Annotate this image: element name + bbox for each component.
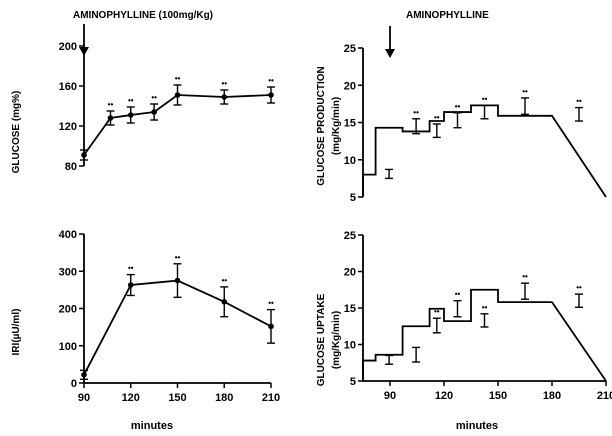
iri-panel: IRI(µU/ml) 0 100 200 300 400 90 120 150 180 210 •… — [11, 229, 280, 432]
glucose-production-significance-mark: •• — [413, 108, 419, 117]
glucose-series: •• •• •• •• •• •• — [80, 74, 275, 161]
glucose-significance-mark: •• — [268, 76, 274, 85]
iri-x-tick-label: 90 — [78, 392, 90, 404]
iri-x-tick-label: 210 — [262, 392, 280, 404]
glucose-uptake-x-tick-label: 150 — [489, 390, 507, 402]
glucose-production-y-axis-units: (mg/Kg/min) — [331, 97, 342, 155]
glucose-panel: AMINOPHYLLINE (100mg/Kg) GLUCOSE (mg%) 8… — [11, 10, 275, 173]
glucose-uptake-significance-mark: •• — [522, 272, 528, 281]
iri-y-tick-label: 0 — [71, 378, 77, 390]
glucose-uptake-series: •• •• •• •• •• — [362, 272, 607, 382]
glucose-uptake-y-tick-label: 5 — [350, 376, 356, 388]
glucose-production-significance-mark: •• — [576, 97, 582, 106]
glucose-uptake-y-axis-label: GLUCOSE UPTAKE — [316, 293, 327, 386]
glucose-production-y-tick-label: 15 — [344, 118, 356, 130]
glucose-significance-mark: •• — [221, 79, 227, 88]
iri-data-point — [268, 323, 274, 330]
aminophylline-arrow-right — [385, 26, 395, 58]
iri-data-point — [81, 372, 87, 378]
glucose-uptake-significance-mark: •• — [576, 283, 582, 292]
glucose-uptake-x-axis-label: minutes — [456, 420, 498, 432]
iri-y-tick-label: 400 — [59, 229, 77, 241]
aminophylline-arrow-right-head — [385, 49, 395, 58]
glucose-production-significance-mark: •• — [455, 102, 461, 111]
glucose-y-tick-label: 200 — [59, 41, 77, 53]
glucose-axes: 80 120 160 200 — [59, 41, 85, 173]
iri-series: •• •• •• •• — [80, 253, 275, 380]
iri-y-tick-label: 200 — [59, 304, 77, 316]
glucose-production-y-tick-label: 20 — [344, 80, 356, 92]
glucose-y-axis-label: GLUCOSE (mg%) — [11, 91, 22, 174]
glucose-production-significance-mark: •• — [522, 87, 528, 96]
glucose-uptake-significance-mark: •• — [455, 290, 461, 299]
glucose-data-point — [221, 94, 228, 100]
glucose-data-point — [107, 115, 114, 121]
glucose-uptake-y-tick-label: 25 — [344, 230, 356, 242]
glucose-significance-mark: •• — [151, 93, 157, 102]
glucose-production-y-tick-label: 25 — [344, 43, 356, 55]
glucose-uptake-y-tick-label: 15 — [344, 303, 356, 315]
iri-data-point — [174, 277, 181, 284]
glucose-data-point — [268, 92, 274, 98]
glucose-data-point — [81, 152, 87, 158]
glucose-uptake-y-tick-label: 20 — [344, 267, 356, 279]
glucose-y-tick-label: 120 — [59, 121, 77, 133]
glucose-uptake-x-tick-label: 120 — [435, 390, 453, 402]
iri-data-point — [127, 282, 134, 288]
glucose-production-significance-mark: •• — [482, 94, 488, 103]
iri-significance-mark: •• — [268, 299, 274, 308]
iri-x-tick-label: 180 — [215, 392, 233, 404]
glucose-significance-mark: •• — [108, 100, 114, 109]
glucose-production-y-axis-label: GLUCOSE PRODUCTION — [316, 66, 327, 185]
iri-significance-mark: •• — [175, 253, 181, 262]
aminophylline-annotation-right: AMINOPHYLLINE — [406, 10, 489, 21]
glucose-uptake-x-tick-label: 90 — [384, 390, 396, 402]
glucose-uptake-significance-mark: •• — [434, 307, 440, 316]
glucose-data-point — [127, 112, 134, 118]
glucose-uptake-significance-mark: •• — [482, 303, 488, 312]
glucose-uptake-y-axis-units: (mg/Kg/min) — [331, 311, 342, 369]
glucose-uptake-panel: GLUCOSE UPTAKE (mg/Kg/min) 5 10 15 20 25 90 12… — [316, 230, 612, 432]
iri-y-tick-label: 100 — [59, 341, 77, 353]
iri-significance-mark: •• — [221, 276, 227, 285]
aminophylline-annotation: AMINOPHYLLINE (100mg/Kg) — [73, 10, 213, 21]
glucose-uptake-y-tick-label: 10 — [344, 340, 356, 352]
glucose-significance-mark: •• — [175, 74, 181, 83]
glucose-uptake-x-tick-label: 210 — [597, 390, 612, 402]
glucose-production-panel: AMINOPHYLLINE GLUCOSE PRODUCTION (mg/Kg/… — [316, 10, 607, 204]
glucose-production-series: •• •• •• •• •• •• — [362, 87, 607, 198]
iri-y-axis-label: IRI(µU/ml) — [11, 309, 22, 356]
glucose-y-tick-label: 160 — [59, 81, 77, 93]
glucose-significance-mark: •• — [128, 96, 134, 105]
glucose-uptake-x-tick-label: 180 — [543, 390, 561, 402]
glucose-production-axes: 5 10 15 20 25 — [344, 43, 364, 204]
iri-y-tick-label: 300 — [59, 266, 77, 278]
iri-axes: 0 100 200 300 400 90 120 150 180 210 — [59, 229, 281, 404]
iri-x-axis-label: minutes — [131, 420, 173, 432]
glucose-uptake-axes: 5 10 15 20 25 90 120 150 180 210 — [344, 230, 612, 402]
iri-data-point — [221, 298, 228, 305]
iri-x-tick-label: 150 — [168, 392, 186, 404]
glucose-uptake-step-line — [362, 288, 607, 382]
glucose-data-point — [174, 92, 181, 98]
glucose-y-tick-label: 80 — [65, 161, 77, 173]
glucose-production-step-line — [362, 104, 607, 198]
glucose-production-significance-mark: •• — [434, 113, 440, 122]
iri-significance-mark: •• — [128, 264, 134, 273]
glucose-production-y-tick-label: 10 — [344, 155, 356, 167]
glucose-production-y-tick-label: 5 — [350, 192, 356, 204]
glucose-data-point — [151, 109, 157, 115]
iri-x-tick-label: 120 — [122, 392, 140, 404]
